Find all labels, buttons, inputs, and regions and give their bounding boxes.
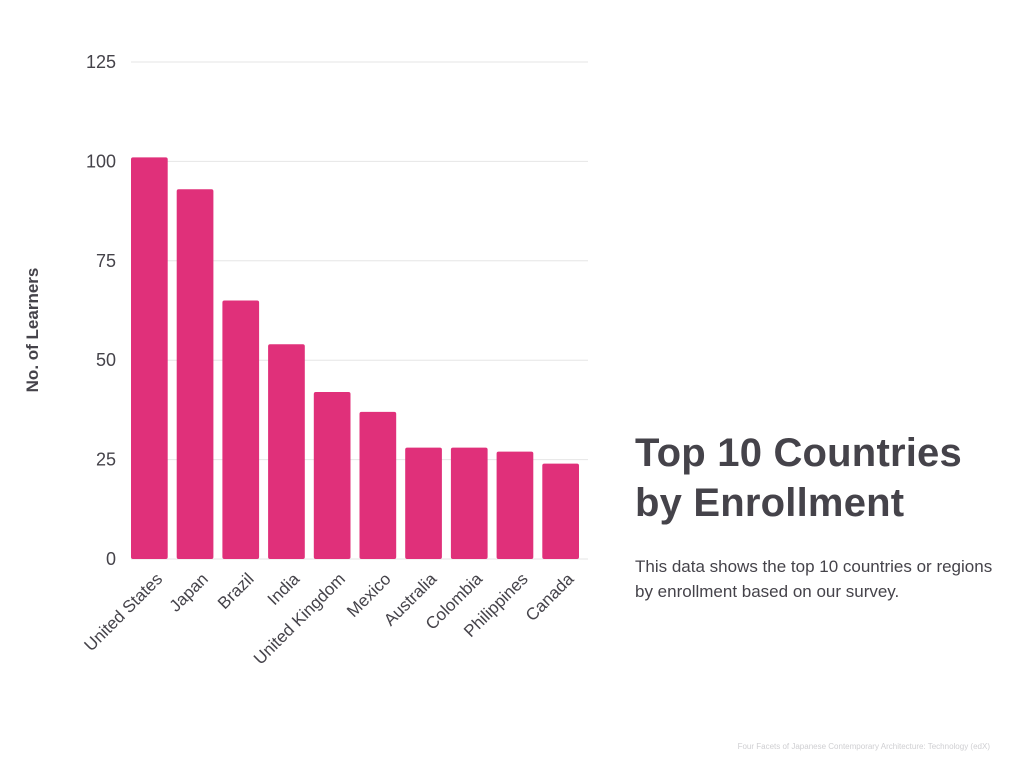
bar <box>496 451 534 559</box>
y-tick-label: 25 <box>96 450 116 470</box>
x-tick-label: United States <box>81 569 167 655</box>
source-footer: Four Facets of Japanese Contemporary Arc… <box>737 742 990 751</box>
y-tick-label: 50 <box>96 350 116 370</box>
x-tick-label: Japan <box>166 569 212 615</box>
bar <box>268 344 305 559</box>
x-tick-label: Canada <box>522 569 578 625</box>
bars <box>131 157 579 559</box>
bar <box>450 447 488 559</box>
y-tick-label: 75 <box>96 251 116 271</box>
bar <box>176 189 214 559</box>
chart-title: Top 10 Countries by Enrollment <box>635 431 962 525</box>
chart-description: This data shows the top 10 countries or … <box>635 557 993 601</box>
bar <box>405 447 442 559</box>
y-tick-label: 100 <box>86 151 116 171</box>
x-tick-label: Brazil <box>214 569 257 612</box>
y-tick-label: 0 <box>106 549 116 569</box>
x-tick-label: India <box>264 569 304 609</box>
bar <box>131 157 168 559</box>
title-block: Top 10 Countries by Enrollment This data… <box>635 428 1005 604</box>
bar <box>313 392 351 559</box>
bar <box>222 300 260 559</box>
bar <box>359 411 397 559</box>
y-axis-label: No. of Learners <box>23 268 42 393</box>
y-axis-ticks: 0 25 50 75 100 125 <box>86 52 116 569</box>
bar <box>542 463 579 559</box>
y-tick-label: 125 <box>86 52 116 72</box>
